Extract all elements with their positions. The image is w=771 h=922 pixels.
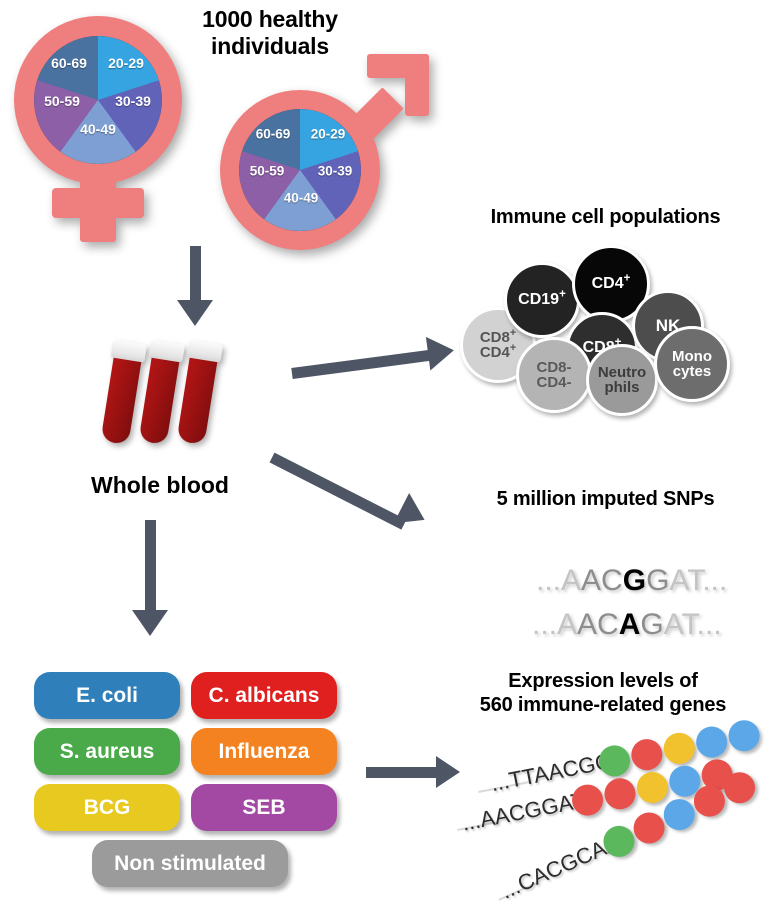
immune-cell-label: Mono cytes <box>672 347 712 380</box>
snp-sequence-top: ...AACGGAT... <box>536 564 728 597</box>
female-age-pie-chart <box>34 36 162 164</box>
immune-cell-cd19pos: CD19+ <box>504 262 580 338</box>
age-label-30-39: 30-39 <box>115 93 151 109</box>
immune-cell-label: CD4+ <box>591 272 631 292</box>
whole-blood-tubes <box>100 338 240 458</box>
female-symbol-crossbar <box>52 188 144 218</box>
stimulus-label: Influenza <box>218 739 310 763</box>
expression-bead <box>601 775 639 812</box>
immune-cell-label: CD8- CD4- <box>536 358 572 391</box>
immune-cell-label: Neutro phils <box>597 363 647 396</box>
immune-cell-populations-cluster: CD8+ CD4+ CD19+ CD4+ CD8+ NK CD8- CD4- Neu… <box>460 240 760 420</box>
stimulus-label: Non stimulated <box>114 851 266 875</box>
section-title-immune-cells: Immune cell populations <box>490 206 721 228</box>
stimulus-s-aureus[interactable]: S. aureus <box>34 728 180 775</box>
age-label-20-29: 20-29 <box>310 126 346 142</box>
age-label-60-69: 60-69 <box>51 55 87 71</box>
age-label-60-69: 60-69 <box>255 126 291 142</box>
section-title-expression: Expression levels of 560 immune-related … <box>479 670 727 716</box>
stimulus-seb[interactable]: SEB <box>191 784 337 831</box>
stimulus-non-stimulated[interactable]: Non stimulated <box>92 840 288 887</box>
stimulus-c-albicans[interactable]: C. albicans <box>191 672 337 719</box>
whole-blood-label: Whole blood <box>91 472 229 498</box>
expression-bead <box>725 717 763 754</box>
immune-cell-cd8neg-cd4neg: CD8- CD4- <box>516 337 592 413</box>
age-label-20-29: 20-29 <box>108 55 144 71</box>
expression-bead <box>634 769 671 806</box>
stimulus-label: S. aureus <box>59 739 155 763</box>
age-label-50-59: 50-59 <box>249 163 285 179</box>
gene-expression-strands: ...TTAACGG ...AACGGAT ...CACGCAA <box>457 717 771 915</box>
age-label-40-49: 40-49 <box>283 190 319 206</box>
male-gender-symbol: 20-29 30-39 40-49 50-59 60-69 <box>210 54 430 252</box>
snp-sequence-bottom: ...AACAGAT... <box>532 608 722 641</box>
snp-sequences: ...AACGGAT... ...AACAGAT... <box>480 530 760 641</box>
immune-cell-monocytes: Mono cytes <box>654 326 730 402</box>
stimulus-bcg[interactable]: BCG <box>34 784 180 831</box>
male-age-pie-chart <box>239 109 361 231</box>
immune-cell-label: CD19+ <box>518 288 566 308</box>
male-symbol-arrowhead <box>367 54 429 116</box>
female-gender-symbol: 20-29 30-39 40-49 50-59 60-69 <box>14 16 204 246</box>
stimulus-label: E. coli <box>76 683 138 707</box>
immune-cell-label: CD8+ CD4+ <box>479 326 517 361</box>
stimulus-label: C. albicans <box>208 683 320 707</box>
pie-slices <box>239 109 361 231</box>
stimulus-label: BCG <box>83 795 131 819</box>
stimuli-panel: E. coli C. albicans S. aureus Influenza … <box>34 672 344 894</box>
age-label-50-59: 50-59 <box>44 93 80 109</box>
page-title: 1000 healthy individuals <box>202 6 338 60</box>
age-label-40-49: 40-49 <box>80 121 116 137</box>
pie-slices <box>34 36 162 164</box>
stimulus-influenza[interactable]: Influenza <box>191 728 337 775</box>
immune-cell-neutrophils: Neutro phils <box>586 344 658 416</box>
stimulus-e-coli[interactable]: E. coli <box>34 672 180 719</box>
section-title-snps: 5 million imputed SNPs <box>496 488 715 510</box>
stimulus-label: SEB <box>242 795 286 819</box>
age-label-30-39: 30-39 <box>317 163 353 179</box>
